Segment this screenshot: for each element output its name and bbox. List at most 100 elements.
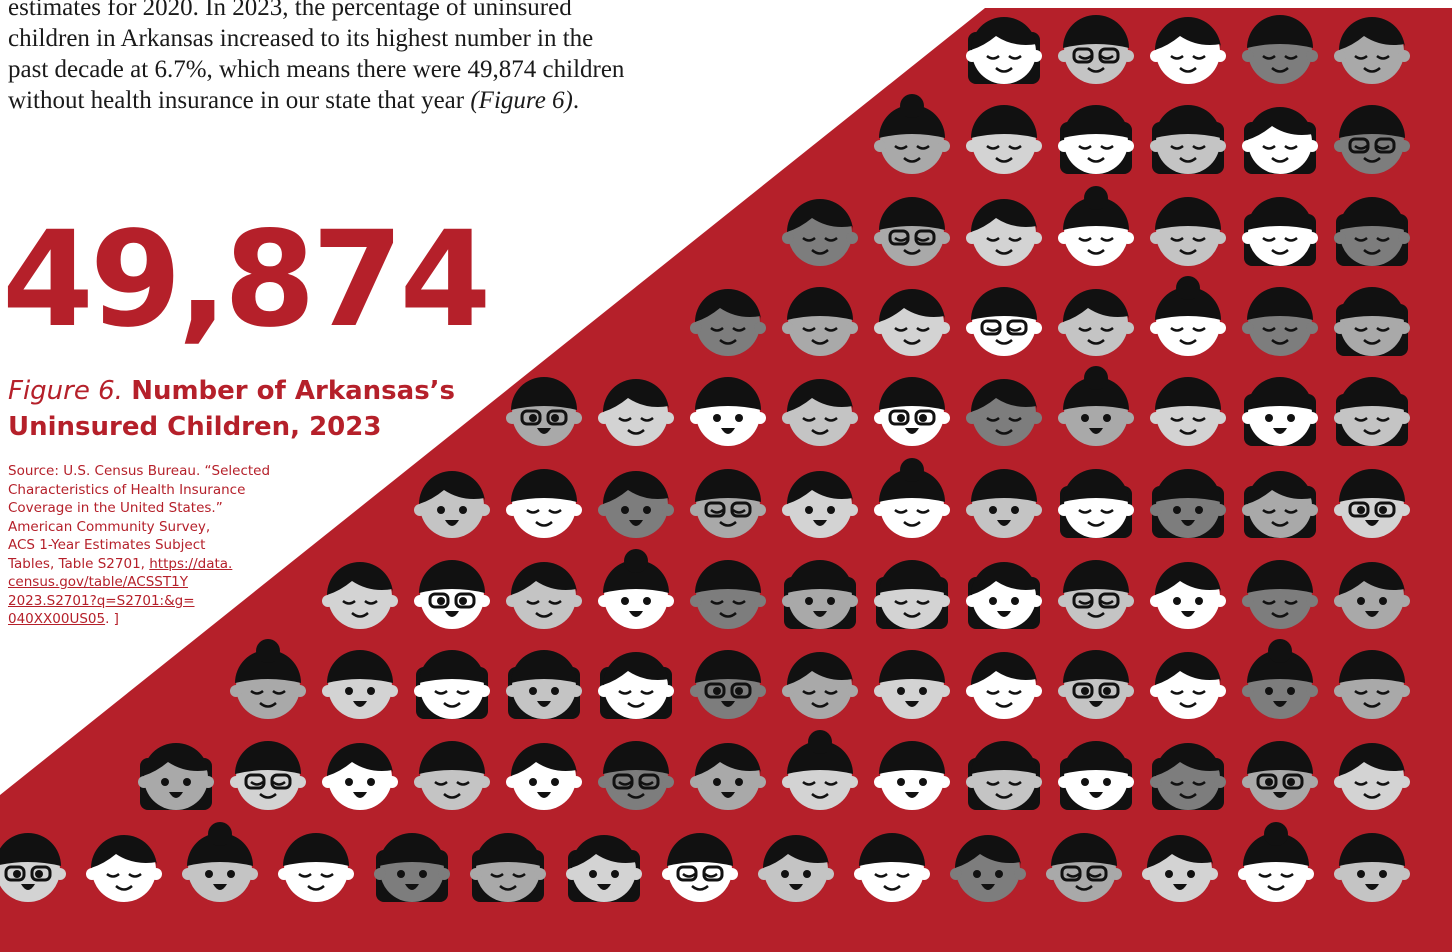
- hair: [763, 835, 829, 868]
- link[interactable]: 2023.S2701?q=S2701:&g=: [8, 592, 195, 609]
- ear: [1122, 776, 1134, 788]
- ear: [478, 595, 490, 607]
- ear: [1306, 50, 1318, 62]
- glasses: [1086, 865, 1108, 882]
- mouth: [997, 611, 1011, 617]
- hair: [187, 833, 253, 866]
- ear: [246, 868, 258, 880]
- face-icon: [690, 377, 766, 446]
- ear: [478, 776, 490, 788]
- eye: [1100, 508, 1114, 514]
- eye: [1192, 236, 1206, 242]
- eye: [643, 506, 651, 514]
- eye: [1165, 870, 1173, 878]
- mouth: [259, 702, 277, 708]
- eye: [1100, 54, 1114, 60]
- mouth: [905, 701, 919, 707]
- eye: [1170, 236, 1184, 242]
- mouth: [903, 612, 921, 618]
- ear: [1030, 50, 1042, 62]
- hair: [971, 652, 1037, 685]
- eye: [618, 689, 632, 695]
- hair: [1063, 377, 1129, 410]
- ear: [938, 412, 950, 424]
- eye: [459, 506, 467, 514]
- face-icon: [690, 469, 766, 538]
- ear: [1334, 140, 1346, 152]
- face-icon: [1058, 15, 1134, 84]
- hair: [1339, 469, 1405, 502]
- mouth: [1273, 701, 1287, 707]
- eye: [713, 687, 721, 695]
- hair: [1247, 15, 1313, 48]
- eye: [781, 870, 789, 878]
- ear: [1306, 140, 1318, 152]
- face-icon: [782, 471, 858, 538]
- ear: [1058, 776, 1070, 788]
- face-icon: [1058, 289, 1134, 356]
- ear: [1058, 595, 1070, 607]
- eye: [1357, 506, 1365, 514]
- eye: [916, 599, 930, 605]
- eye: [1081, 778, 1089, 786]
- eye: [1066, 872, 1080, 878]
- eye: [1088, 872, 1102, 878]
- ear: [1334, 232, 1346, 244]
- face-icon: [414, 650, 490, 719]
- ear: [782, 412, 794, 424]
- ear: [1242, 504, 1254, 516]
- hair: [859, 833, 925, 866]
- hair: [0, 833, 61, 866]
- face-icon: [874, 289, 950, 356]
- hair: [1247, 741, 1313, 774]
- hair: [571, 835, 637, 868]
- hair: [971, 379, 1037, 412]
- hair: [971, 287, 1037, 320]
- mouth: [1273, 428, 1287, 434]
- link[interactable]: 040XX00US05: [8, 611, 106, 627]
- mouth: [1365, 520, 1379, 526]
- eye: [1100, 144, 1114, 150]
- face-icon: [230, 741, 306, 810]
- eye: [345, 778, 353, 786]
- paragraph: estimates for 2020. In 2023, the percent…: [8, 0, 624, 116]
- mouth: [995, 157, 1013, 163]
- mouth: [1363, 339, 1381, 345]
- hair: [283, 833, 349, 866]
- eye: [1284, 54, 1298, 60]
- eye: [986, 144, 1000, 150]
- eye: [1100, 599, 1114, 605]
- ear: [662, 868, 674, 880]
- source-line: American Community Survey,: [8, 518, 211, 535]
- eye: [986, 416, 1000, 422]
- hair: [879, 650, 945, 683]
- hair: [511, 743, 577, 776]
- hair-bun: [900, 94, 924, 118]
- eye: [1354, 236, 1368, 242]
- ear: [726, 868, 738, 880]
- ear: [1242, 685, 1254, 697]
- hair: [1247, 107, 1313, 140]
- hair-bun: [1084, 186, 1108, 210]
- link[interactable]: https://data.: [149, 555, 233, 572]
- face-icon: [782, 730, 858, 810]
- hair: [787, 199, 853, 232]
- ear: [1122, 685, 1134, 697]
- face-icon: [966, 287, 1042, 356]
- ear: [202, 776, 214, 788]
- ear: [1306, 232, 1318, 244]
- face-icon: [1242, 560, 1318, 629]
- face-icon: [1334, 287, 1410, 356]
- ear: [874, 595, 886, 607]
- face-icon: [1150, 197, 1226, 266]
- eye: [1187, 870, 1195, 878]
- eye: [459, 597, 467, 605]
- eye: [456, 689, 470, 695]
- eye: [1287, 414, 1295, 422]
- eye: [640, 689, 654, 695]
- eye: [894, 326, 908, 332]
- eye: [802, 689, 816, 695]
- glasses: [428, 592, 450, 609]
- link[interactable]: census.gov/table/ACSST1Y: [8, 574, 188, 590]
- ear: [1110, 868, 1122, 880]
